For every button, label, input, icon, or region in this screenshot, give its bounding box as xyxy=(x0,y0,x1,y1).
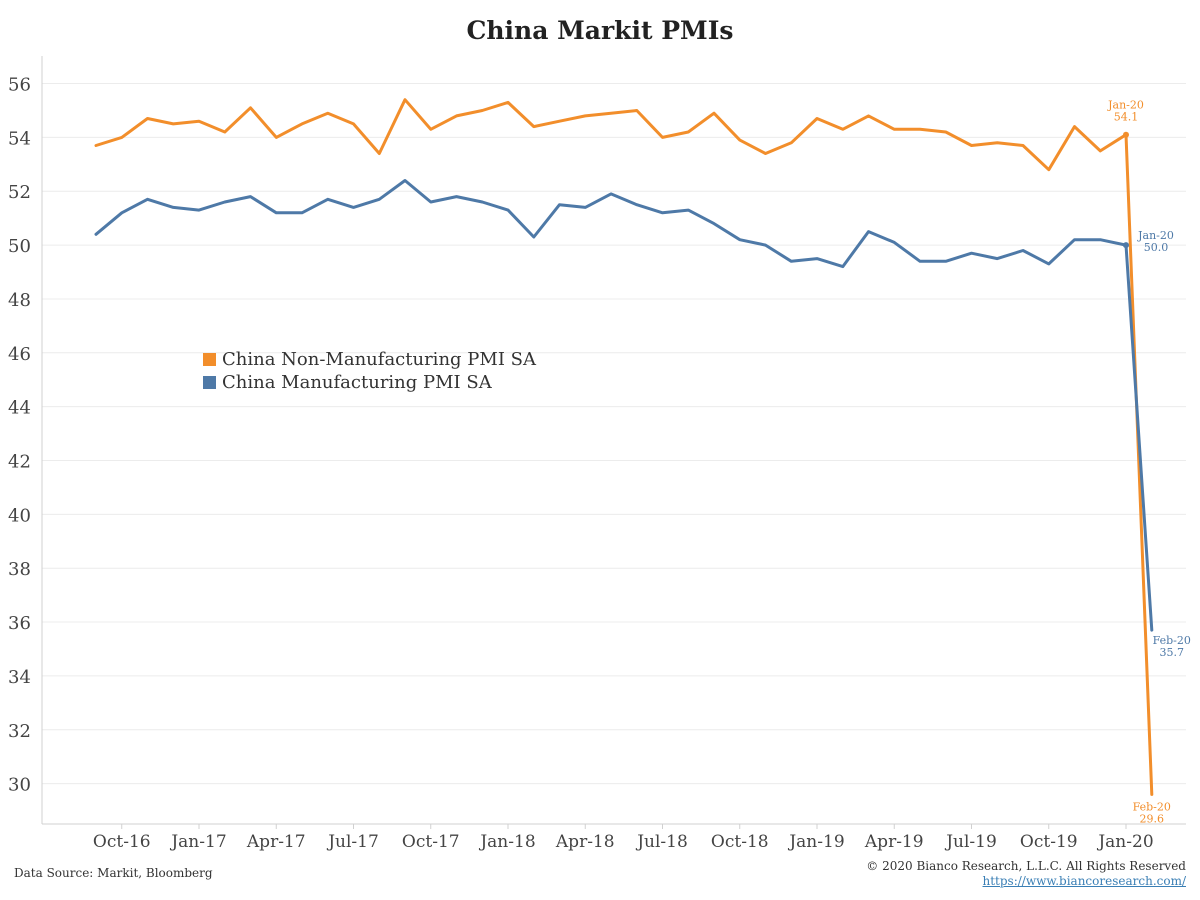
y-tick-label: 38 xyxy=(8,559,31,580)
data-label: Feb-20 xyxy=(1133,800,1171,813)
data-label: Jan-20 xyxy=(1107,99,1144,112)
y-tick-label: 40 xyxy=(8,505,31,526)
legend-swatch-manufacturing xyxy=(203,376,216,389)
footer-credits: © 2020 Bianco Research, L.L.C. All Right… xyxy=(866,859,1186,889)
y-tick-label: 54 xyxy=(8,128,31,149)
legend-item-manufacturing: China Manufacturing PMI SA xyxy=(203,371,536,394)
data-label: 35.7 xyxy=(1160,646,1185,659)
series-line-non-manufacturing xyxy=(94,98,1154,796)
copyright-note: © 2020 Bianco Research, L.L.C. All Right… xyxy=(866,859,1186,873)
y-tick-label: 30 xyxy=(8,775,31,796)
y-tick-label: 44 xyxy=(8,398,31,419)
chart-legend: China Non-Manufacturing PMI SA China Man… xyxy=(203,348,536,394)
y-tick-label: 48 xyxy=(8,290,31,311)
series-line-manufacturing xyxy=(94,179,1154,632)
data-label: 50.0 xyxy=(1144,241,1169,254)
y-tick-label: 50 xyxy=(8,236,31,257)
legend-swatch-non-manufacturing xyxy=(203,353,216,366)
data-label: 54.1 xyxy=(1114,111,1139,124)
x-tick-label: Oct-18 xyxy=(711,832,769,852)
x-tick-label: Oct-19 xyxy=(1020,832,1078,852)
legend-item-non-manufacturing: China Non-Manufacturing PMI SA xyxy=(203,348,536,371)
y-tick-label: 36 xyxy=(8,613,31,634)
data-label: Feb-20 xyxy=(1153,634,1191,647)
x-tick-label: Jul-18 xyxy=(635,832,688,852)
chart-title: China Markit PMIs xyxy=(466,16,734,45)
data-source-note: Data Source: Markit, Bloomberg xyxy=(14,866,213,880)
website-link[interactable]: https://www.biancoresearch.com/ xyxy=(982,874,1186,888)
data-label: 29.6 xyxy=(1140,812,1165,825)
x-tick-label: Jan-20 xyxy=(1096,832,1153,852)
x-tick-label: Jan-18 xyxy=(478,832,535,852)
legend-label-non-manufacturing: China Non-Manufacturing PMI SA xyxy=(222,349,536,370)
x-tick-label: Jul-17 xyxy=(326,832,379,852)
y-tick-label: 46 xyxy=(8,344,31,365)
legend-label-manufacturing: China Manufacturing PMI SA xyxy=(222,372,492,393)
data-label: Jan-20 xyxy=(1137,229,1174,242)
y-tick-label: 52 xyxy=(8,182,31,203)
x-tick-label: Jan-17 xyxy=(169,832,226,852)
point-marker xyxy=(1123,131,1129,138)
y-tick-label: 34 xyxy=(8,667,31,688)
x-tick-label: Apr-18 xyxy=(555,832,615,852)
y-tick-label: 56 xyxy=(8,75,31,96)
x-tick-label: Jan-19 xyxy=(787,832,844,852)
x-tick-label: Apr-19 xyxy=(864,832,924,852)
x-tick-label: Apr-17 xyxy=(246,832,306,852)
y-tick-label: 42 xyxy=(8,452,31,473)
x-tick-label: Oct-17 xyxy=(402,832,460,852)
x-tick-label: Jul-19 xyxy=(944,832,997,852)
y-tick-label: 32 xyxy=(8,721,31,742)
point-marker xyxy=(1123,242,1129,249)
x-tick-label: Oct-16 xyxy=(93,832,151,852)
